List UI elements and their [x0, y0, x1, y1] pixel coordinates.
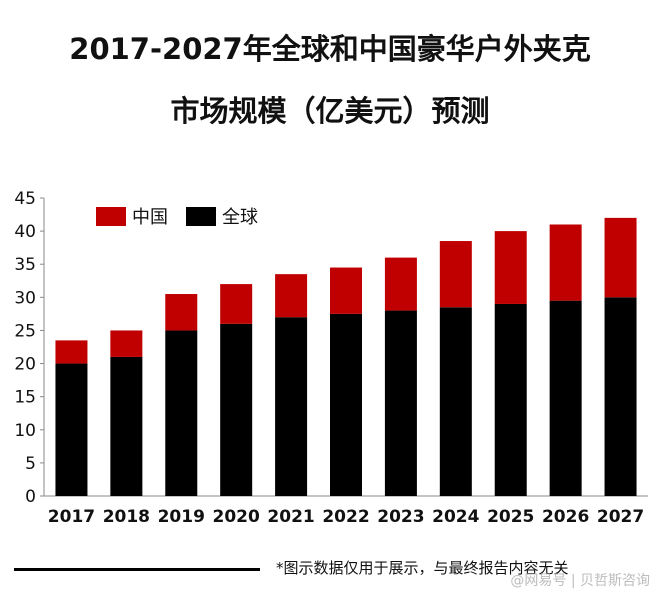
- bar-china-2027: [604, 217, 637, 298]
- x-tick-label: 2019: [158, 507, 205, 527]
- chart-title-line-2: 市场规模（亿美元）预测: [170, 94, 490, 128]
- x-tick-label: 2017: [48, 507, 95, 527]
- bar-global-2019: [165, 330, 198, 496]
- bar-global-2022: [330, 313, 362, 496]
- y-tick-label: 5: [25, 454, 36, 474]
- bar-china-2025: [494, 231, 527, 304]
- bar-china-2022: [330, 267, 362, 314]
- x-tick-label: 2024: [432, 507, 479, 527]
- legend-label: 全球: [222, 207, 258, 228]
- legend-swatch-全球: [186, 207, 216, 226]
- bar-china-2017: [55, 340, 88, 364]
- bar-china-2018: [110, 330, 143, 357]
- legend-swatch-中国: [96, 207, 126, 226]
- y-tick-label: 0: [25, 487, 36, 507]
- footer-divider: [14, 568, 260, 571]
- x-tick-label: 2025: [487, 507, 534, 527]
- bar-global-2018: [110, 356, 143, 496]
- y-tick-label: 15: [14, 388, 36, 408]
- bar-global-2026: [549, 300, 582, 496]
- y-tick-label: 25: [14, 321, 36, 341]
- source-watermark: @网易号 | 贝哲斯咨询: [510, 573, 650, 589]
- bar-global-2027: [604, 297, 637, 496]
- y-tick-label: 40: [14, 222, 36, 242]
- y-tick-label: 35: [14, 255, 36, 275]
- bar-china-2021: [275, 274, 308, 318]
- bar-china-2019: [165, 294, 198, 331]
- x-tick-label: 2018: [103, 507, 150, 527]
- y-tick-label: 10: [14, 421, 36, 441]
- bar-china-2026: [549, 224, 582, 301]
- x-tick-label: 2026: [542, 507, 589, 527]
- bar-global-2017: [55, 363, 88, 496]
- bar-global-2024: [439, 307, 472, 496]
- bar-global-2020: [220, 323, 253, 496]
- bar-global-2021: [275, 317, 308, 496]
- bar-china-2020: [220, 284, 253, 324]
- y-tick-label: 45: [14, 189, 36, 209]
- y-tick-label: 20: [14, 355, 36, 375]
- x-tick-label: 2027: [597, 507, 644, 527]
- bar-china-2024: [439, 241, 472, 308]
- x-tick-label: 2022: [322, 507, 369, 527]
- bar-global-2025: [494, 303, 527, 496]
- bar-global-2023: [384, 310, 417, 496]
- x-tick-label: 2021: [267, 507, 314, 527]
- legend-label: 中国: [132, 207, 168, 228]
- x-tick-label: 2020: [213, 507, 260, 527]
- x-tick-label: 2023: [377, 507, 424, 527]
- y-tick-label: 30: [14, 288, 36, 308]
- chart-title-line-1: 2017-2027年全球和中国豪华户外夹克: [69, 32, 591, 66]
- footer-disclaimer: *图示数据仅用于展示，与最终报告内容无关: [276, 559, 569, 577]
- bar-china-2023: [384, 257, 417, 311]
